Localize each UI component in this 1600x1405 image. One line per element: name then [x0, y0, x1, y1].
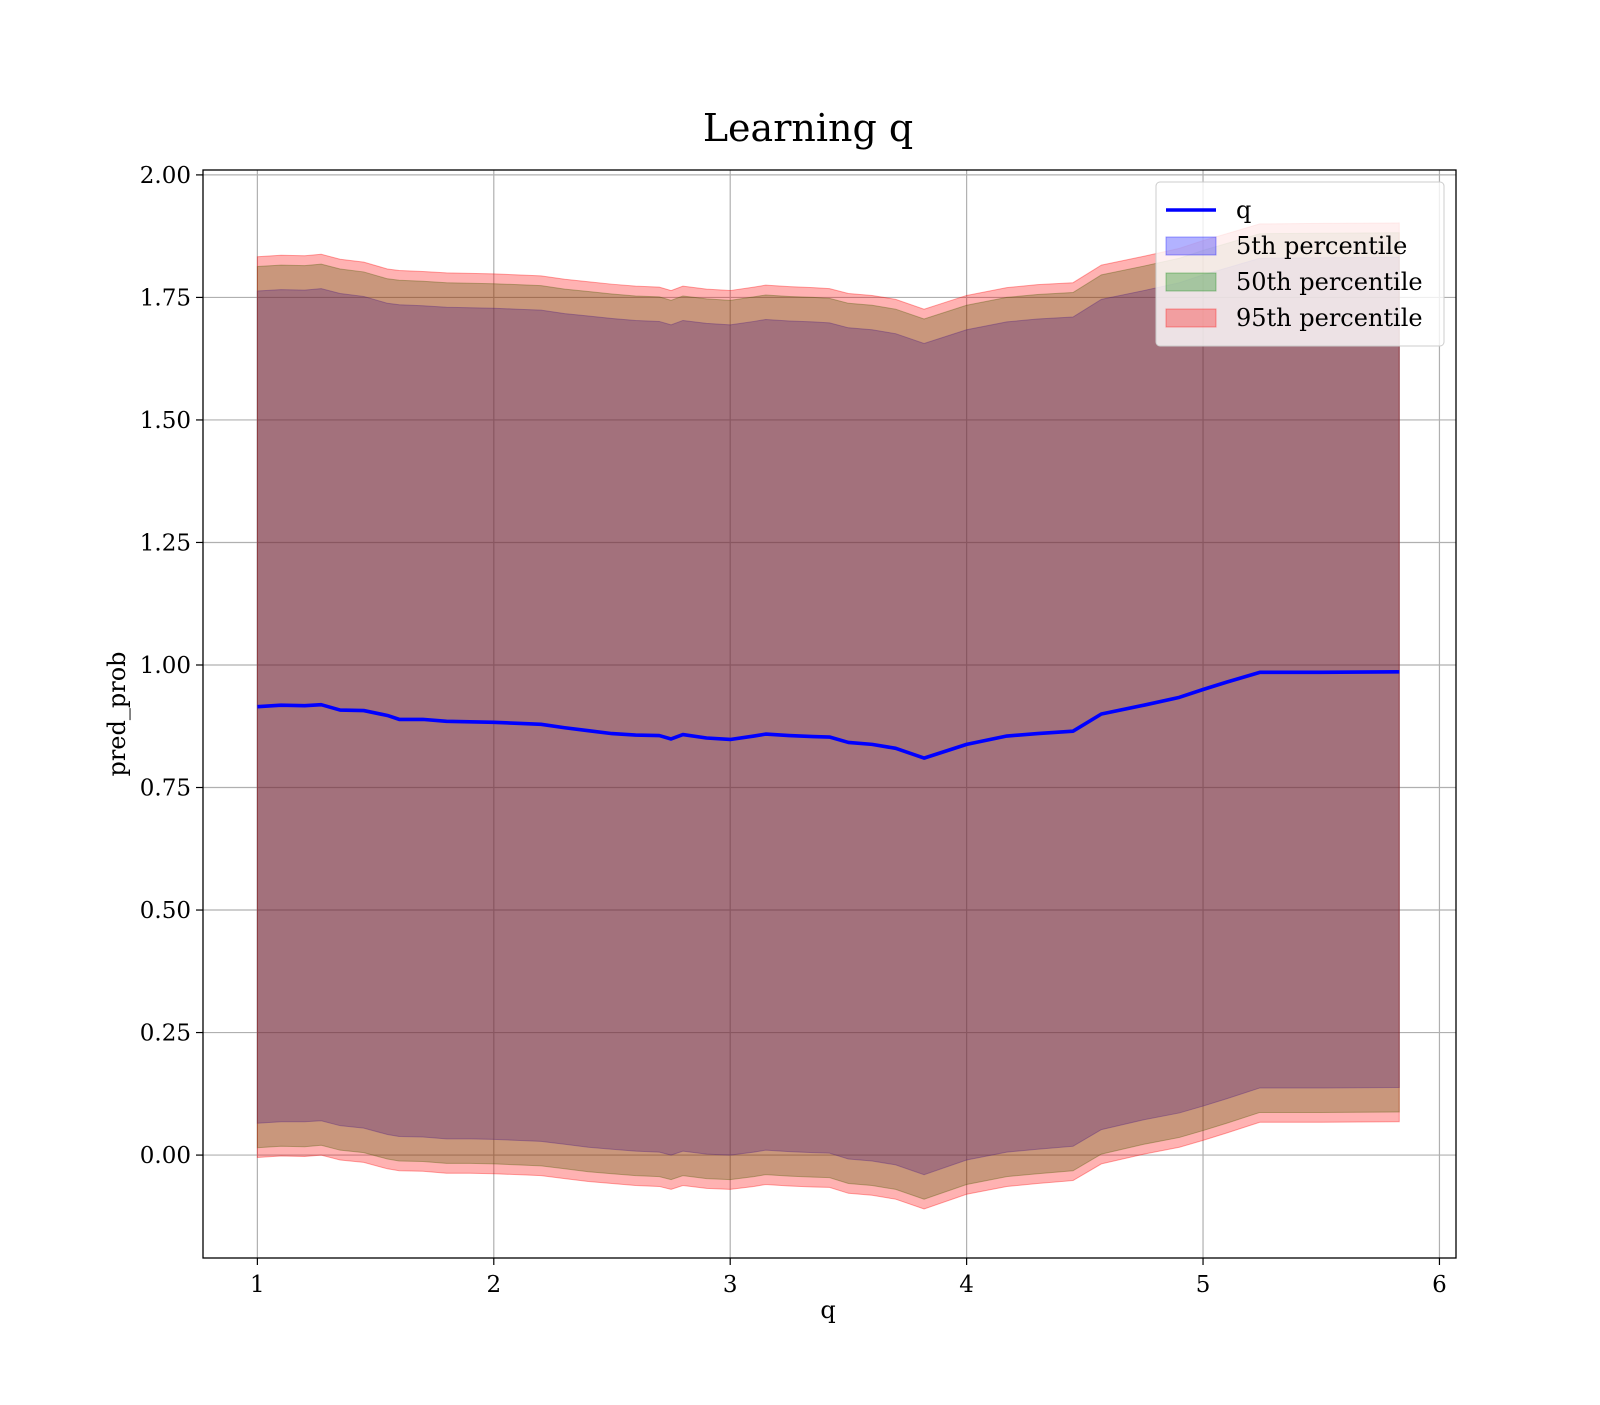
y-tick-label: 1.00: [140, 653, 191, 679]
legend-item-q: q: [1166, 196, 1251, 224]
x-tick-label: 2: [486, 1272, 501, 1298]
legend-item-50th-percentile: 50th percentile: [1165, 268, 1423, 296]
x-tick-label: 4: [959, 1272, 974, 1298]
legend: q 5th percentile 50th percentile 95th perce…: [1155, 181, 1445, 347]
legend-label: 50th percentile: [1236, 268, 1423, 296]
y-tick-label: 0.50: [140, 898, 191, 924]
legend-item-95th-percentile: 95th percentile: [1165, 304, 1423, 332]
y-tick-label: 1.50: [140, 408, 191, 434]
y-tick-label: 2.00: [140, 163, 191, 189]
x-axis-label: q: [820, 1296, 835, 1324]
legend-box: [1155, 181, 1445, 347]
q-line-layer: [257, 670, 1400, 760]
legend-label: 95th percentile: [1236, 304, 1423, 332]
x-tick-label: 6: [1432, 1272, 1447, 1298]
series-line-q: [257, 670, 1400, 760]
chart-title: Learning q: [703, 106, 913, 150]
y-tick-label: 0.25: [140, 1021, 191, 1047]
band-5th-percentile: [256, 256, 1400, 1176]
x-tick-label: 5: [1196, 1272, 1211, 1298]
x-tick-label: 3: [723, 1272, 738, 1298]
percentile-bands: [256, 222, 1400, 1210]
y-tick-label: 1.25: [140, 530, 191, 556]
legend-swatch: [1165, 236, 1217, 256]
y-tick-label: 1.75: [140, 285, 191, 311]
y-tick-label: 0.00: [140, 1143, 191, 1169]
band-95th-percentile: [256, 222, 1400, 1210]
band-50th-percentile: [256, 232, 1400, 1200]
legend-item-5th-percentile: 5th percentile: [1165, 232, 1407, 260]
plot-frame: [202, 169, 1457, 1259]
legend-label: 5th percentile: [1236, 232, 1407, 260]
axis-ticks: 1 2 3 4 5 6 0.00 0.25 0.50 0.75 1.00 1.25 1.50 1.75 2.…: [140, 163, 1447, 1298]
legend-swatch: [1165, 272, 1217, 292]
legend-swatch: [1165, 308, 1217, 328]
legend-label: q: [1236, 196, 1251, 224]
y-axis-label: pred_prob: [103, 651, 131, 776]
x-tick-label: 1: [250, 1272, 265, 1298]
y-tick-label: 0.75: [140, 776, 191, 802]
